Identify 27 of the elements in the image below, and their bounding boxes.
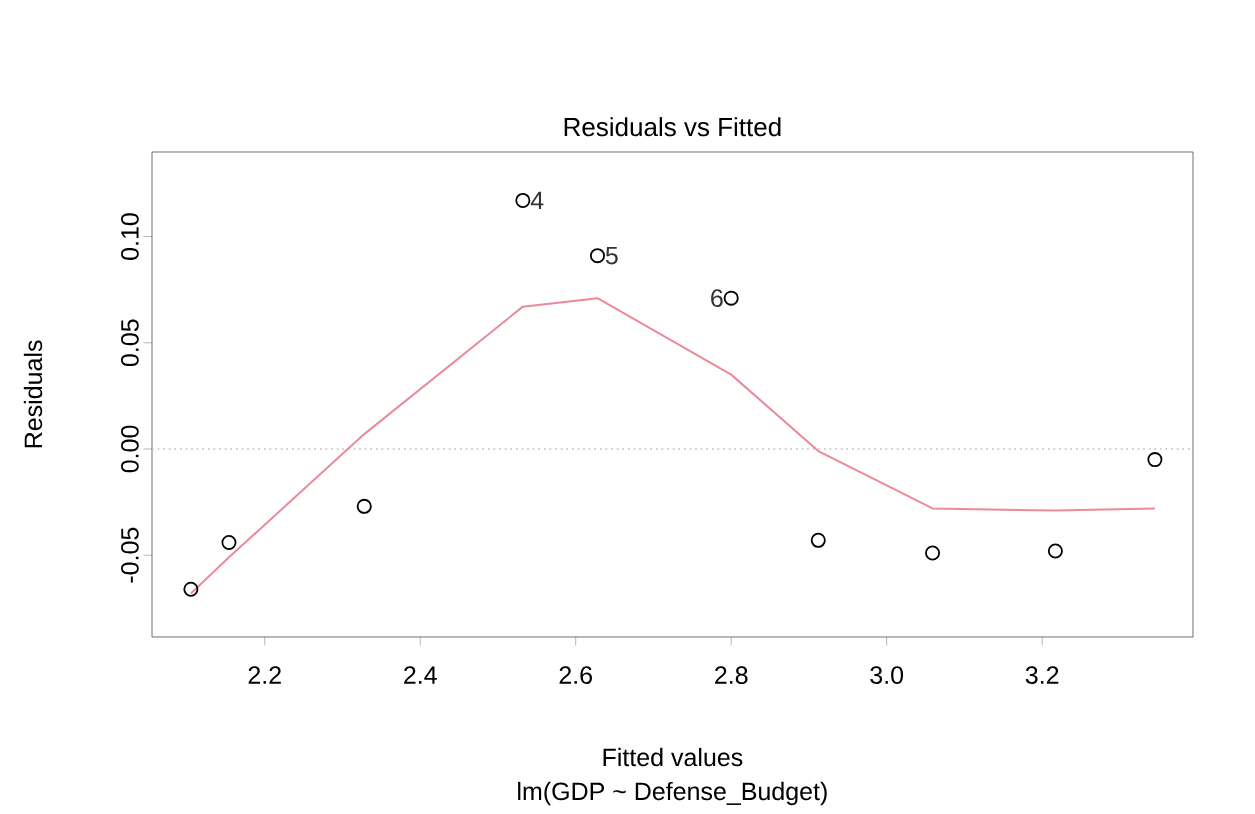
chart-title: Residuals vs Fitted bbox=[564, 117, 781, 137]
x-tick-label: 2.8 bbox=[715, 666, 748, 685]
point bbox=[183, 581, 199, 597]
x-tick-label: 2.2 bbox=[248, 666, 281, 684]
annotation: 5 bbox=[605, 247, 618, 265]
y-tick-label: 0.10 bbox=[121, 213, 139, 261]
x-axis-title: Fitted values bbox=[603, 748, 743, 767]
y-tick-label: -0.05 bbox=[121, 528, 139, 583]
annotation: 6 bbox=[711, 289, 723, 308]
y-tick-label: 0.00 bbox=[121, 425, 139, 473]
x-tick-label: 2.6 bbox=[559, 666, 592, 685]
annotation: 4 bbox=[530, 192, 544, 210]
point bbox=[515, 193, 531, 209]
x-tick-label: 2.4 bbox=[404, 666, 437, 684]
text: lm(GDP ~ Defense_Budget) bbox=[518, 782, 827, 806]
x-tick-label: 3.2 bbox=[1025, 666, 1059, 685]
point bbox=[221, 535, 237, 551]
y-axis-title: Residuals bbox=[23, 340, 43, 448]
point bbox=[723, 290, 739, 306]
point bbox=[589, 248, 605, 264]
x-tick-label: 3.0 bbox=[870, 666, 904, 685]
point bbox=[1147, 452, 1163, 468]
point bbox=[356, 499, 372, 515]
point bbox=[925, 545, 941, 561]
point bbox=[810, 533, 826, 549]
point bbox=[1047, 543, 1063, 559]
y-tick-label: 0.05 bbox=[121, 319, 139, 367]
